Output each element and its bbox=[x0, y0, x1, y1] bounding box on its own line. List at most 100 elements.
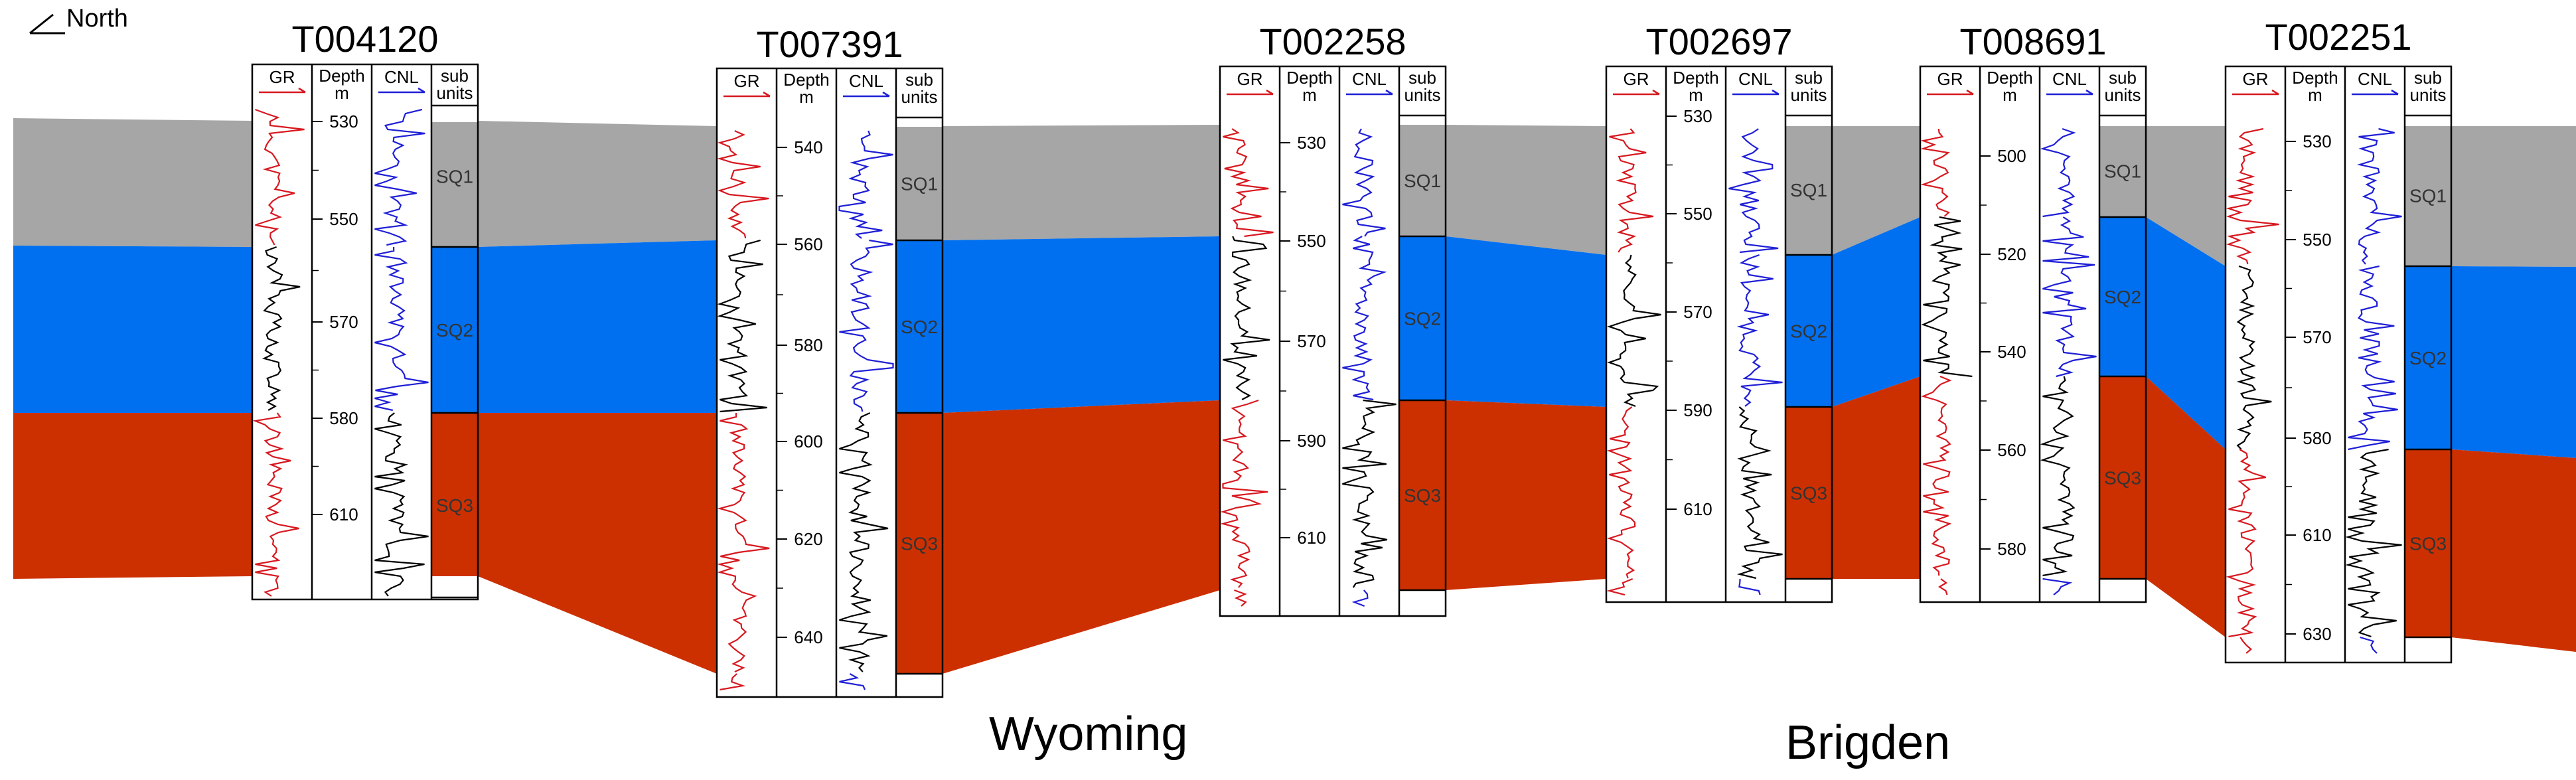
cnl-curve bbox=[2345, 448, 2402, 638]
depth-tick-label: 590 bbox=[1297, 431, 1326, 451]
depth-header: Depth bbox=[1286, 68, 1332, 88]
gr-arrow-icon bbox=[2232, 89, 2279, 96]
track-background bbox=[1726, 66, 1785, 602]
subunits-header: units bbox=[2105, 85, 2141, 105]
subunit-label: SQ1 bbox=[901, 174, 938, 195]
subunits-header: units bbox=[437, 83, 473, 103]
depth-tick-label: 560 bbox=[1997, 440, 2026, 460]
depth-tick-label: 610 bbox=[1297, 528, 1326, 548]
gr-curve bbox=[1606, 578, 1633, 596]
cnl-curve bbox=[2042, 216, 2097, 378]
track-background bbox=[252, 64, 312, 599]
depth-tick-label: 550 bbox=[1297, 231, 1326, 251]
subunit-label: SQ2 bbox=[1790, 321, 1827, 342]
subunit-label: SQ2 bbox=[436, 320, 473, 341]
depth-tick-label: 610 bbox=[329, 505, 358, 524]
depth-tick-label: 580 bbox=[1997, 539, 2026, 559]
cnl-curve bbox=[1342, 399, 1397, 588]
subunit-label: SQ3 bbox=[1404, 485, 1441, 506]
cnl-curve bbox=[838, 130, 893, 239]
depth-unit: m bbox=[2003, 85, 2017, 105]
cnl-curve bbox=[2042, 578, 2073, 595]
subunit-label: SQ2 bbox=[2409, 348, 2447, 368]
cnl-curve bbox=[839, 673, 866, 690]
subunit-label: SQ1 bbox=[1404, 171, 1441, 191]
track-background bbox=[2345, 66, 2405, 663]
cnl-curve bbox=[1351, 589, 1369, 607]
track-background bbox=[836, 68, 896, 697]
cnl-curve bbox=[2360, 636, 2378, 654]
gr-curve bbox=[2239, 637, 2252, 654]
depth-unit: m bbox=[799, 87, 814, 107]
subunits-header: sub bbox=[1795, 68, 1823, 88]
well-frame bbox=[1605, 65, 1833, 603]
depth-tick-label: 560 bbox=[794, 234, 822, 254]
cnl-curve bbox=[374, 108, 425, 246]
gr-header: GR bbox=[1937, 69, 1963, 89]
cnl-curve bbox=[2348, 265, 2398, 451]
gr-header: GR bbox=[2243, 69, 2269, 89]
subunit-label: SQ3 bbox=[901, 534, 938, 554]
subunit-footer-bg bbox=[2099, 579, 2146, 602]
depth-tick-label: 570 bbox=[2303, 327, 2331, 347]
subunits-header: units bbox=[1404, 85, 1441, 105]
subunit-label: SQ2 bbox=[901, 317, 938, 337]
cnl-curve bbox=[1738, 578, 1761, 595]
gr-curve bbox=[1234, 589, 1247, 607]
track-background bbox=[777, 68, 836, 697]
gr-curve bbox=[2226, 127, 2279, 265]
depth-unit: m bbox=[335, 83, 349, 103]
subunits-header: sub bbox=[2109, 68, 2137, 88]
depth-header: Depth bbox=[319, 66, 364, 86]
gr-arrow-icon bbox=[1227, 89, 1274, 96]
cnl-curve bbox=[2040, 127, 2076, 218]
cnl-header: CNL bbox=[384, 67, 419, 87]
gr-curve bbox=[255, 108, 305, 246]
subunit-label: SQ1 bbox=[2104, 161, 2141, 182]
depth-tick-label: 630 bbox=[2303, 624, 2331, 644]
cnl-curve bbox=[374, 412, 429, 597]
cnl-header: CNL bbox=[1352, 69, 1387, 89]
gr-curve bbox=[1223, 236, 1270, 400]
cnl-arrow-icon bbox=[378, 87, 425, 94]
well-frame bbox=[2224, 65, 2453, 664]
gr-curve bbox=[1606, 406, 1636, 579]
gr-header: GR bbox=[1237, 69, 1263, 89]
subunit-footer-bg bbox=[896, 674, 943, 697]
depth-tick-label: 570 bbox=[329, 312, 358, 332]
cnl-curve bbox=[839, 239, 894, 412]
depth-tick-label: 550 bbox=[2303, 230, 2331, 250]
subunit-footer-bg bbox=[431, 597, 478, 599]
depth-header: Depth bbox=[1987, 68, 2032, 88]
gr-curve bbox=[1223, 128, 1274, 238]
cnl-curve bbox=[1736, 254, 1783, 407]
depth-header: Depth bbox=[2292, 68, 2338, 88]
well-frame bbox=[1219, 65, 1447, 617]
track-background bbox=[2285, 66, 2345, 663]
track-background bbox=[2226, 66, 2285, 663]
well-title: T008691 bbox=[1959, 21, 2106, 62]
depth-tick-label: 540 bbox=[1997, 342, 2026, 362]
well-title: T007391 bbox=[756, 23, 903, 65]
gr-curve bbox=[1920, 128, 1950, 217]
depth-unit: m bbox=[1689, 85, 1703, 105]
gr-curve bbox=[1607, 254, 1661, 408]
gr-curve bbox=[1921, 375, 1952, 576]
track-background bbox=[312, 64, 372, 599]
subunit-label: SQ1 bbox=[436, 167, 473, 187]
gr-curve bbox=[717, 412, 770, 672]
depth-tick-label: 550 bbox=[329, 209, 358, 229]
subunit-header-bg bbox=[431, 64, 478, 122]
gr-curve bbox=[2226, 449, 2267, 638]
well-title: T002258 bbox=[1259, 21, 1406, 62]
depth-unit: m bbox=[2308, 85, 2322, 105]
depth-tick-label: 500 bbox=[1997, 146, 2026, 166]
depth-tick-label: 530 bbox=[329, 112, 358, 131]
track-background bbox=[372, 64, 431, 599]
